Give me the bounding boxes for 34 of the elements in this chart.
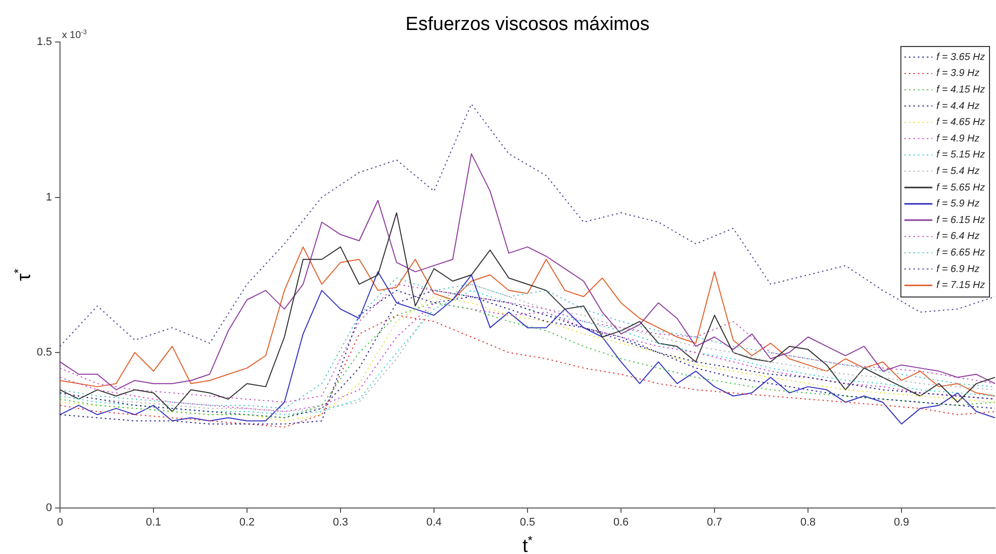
x-tick-label: 0 — [56, 516, 64, 528]
legend-label: f = 6.4 Hz — [936, 231, 980, 242]
legend-label: f = 5.4 Hz — [936, 166, 980, 178]
x-tick-label: 0.8 — [800, 516, 816, 528]
legend-label: f = 4.65 Hz — [936, 117, 986, 128]
y-tick-label: 0.5 — [36, 346, 52, 359]
y-tick-label: 1 — [46, 191, 52, 204]
legend-label: f = 3.65 Hz — [936, 52, 986, 63]
x-tick-label: 0.9 — [894, 516, 910, 528]
legend-label: f = 6.15 Hz — [936, 214, 986, 226]
legend-label: f = 5.65 Hz — [936, 182, 986, 194]
x-tick-label: 0.2 — [239, 516, 255, 528]
legend-label: f = 4.4 Hz — [936, 100, 980, 112]
x-tick-label: 0.6 — [613, 516, 629, 528]
chart-title: Esfuerzos viscosos máximos — [406, 14, 650, 35]
legend-label: f = 4.15 Hz — [936, 84, 986, 96]
x-tick-label: 0.5 — [520, 516, 536, 528]
line-series — [60, 104, 995, 347]
legend-label: f = 3.9 Hz — [936, 68, 980, 80]
y-axis-title: τ* — [11, 268, 35, 282]
y-tick-label: 1.5 — [36, 36, 52, 48]
legend-label: f = 6.9 Hz — [936, 264, 980, 275]
legend-label: f = 7.15 Hz — [936, 280, 986, 292]
x-tick-label: 0.3 — [332, 516, 348, 528]
x-tick-label: 0.4 — [426, 516, 442, 528]
line-series — [60, 314, 995, 428]
legend-label: f = 4.9 Hz — [936, 133, 980, 144]
legend-label: f = 5.9 Hz — [936, 198, 980, 210]
x-tick-label: 0.1 — [146, 516, 162, 528]
x-tick-label: 0.7 — [706, 516, 722, 528]
legend-label: f = 6.65 Hz — [936, 248, 986, 259]
legend-label: f = 5.15 Hz — [936, 150, 986, 161]
x-axis-title: t* — [522, 533, 533, 554]
y-tick-label: 0 — [46, 502, 52, 514]
